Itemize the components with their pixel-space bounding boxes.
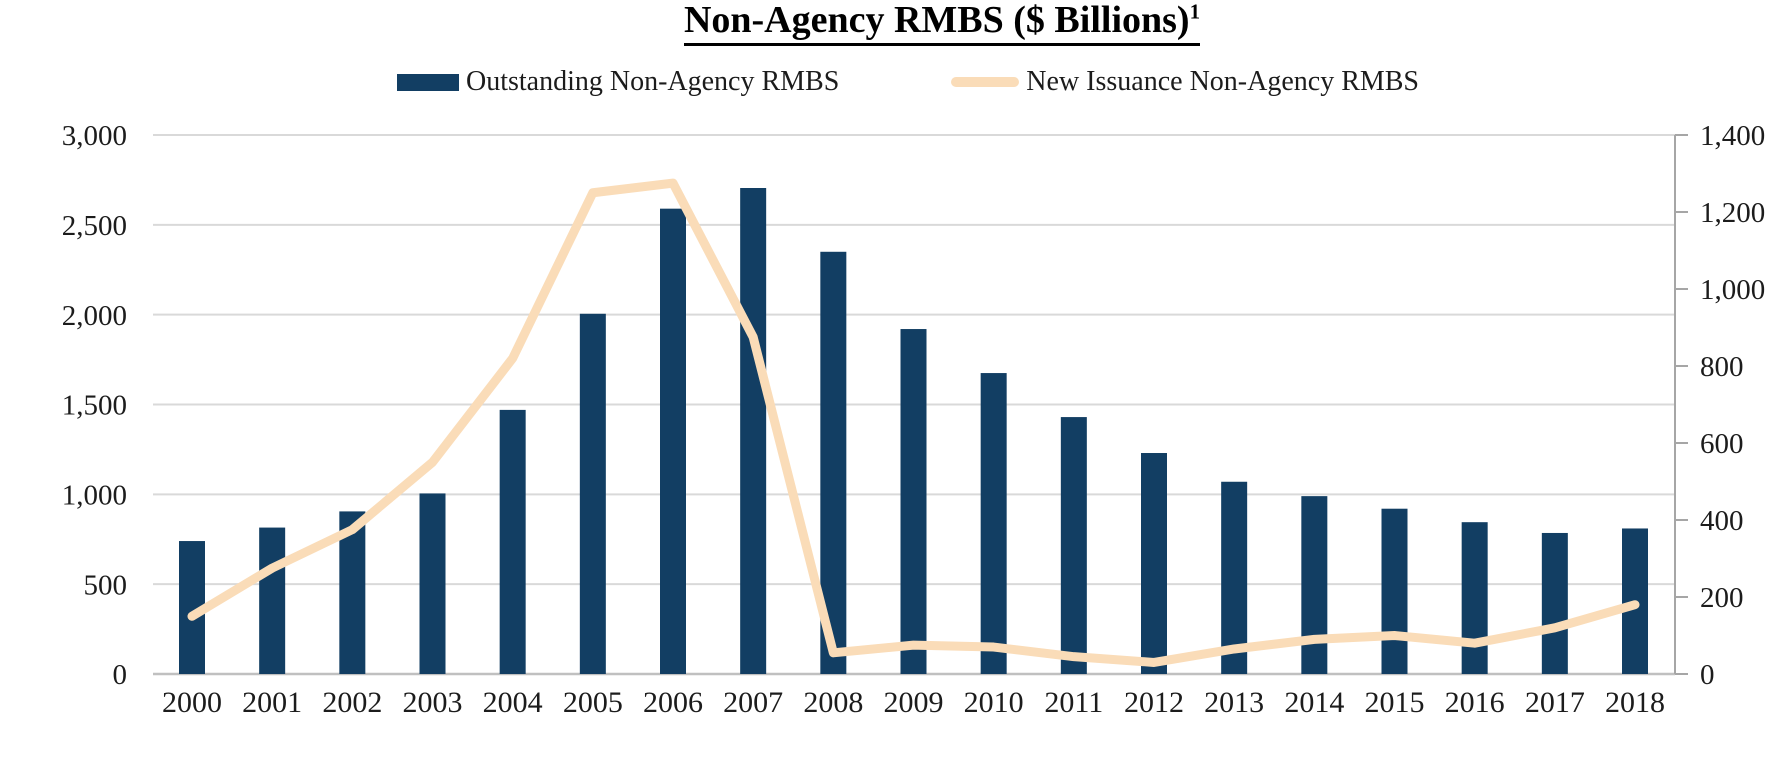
bar-2003: [419, 493, 446, 674]
x-axis-label-2010: 2010: [964, 686, 1024, 719]
bar-2004: [499, 409, 526, 674]
y-axis-label-right: 400: [1700, 505, 1744, 537]
y-axis-label-left: 2,500: [62, 210, 127, 242]
y-axis-label-left: 1,500: [62, 390, 127, 422]
x-axis-label-2001: 2001: [242, 686, 302, 719]
x-axis-label-2014: 2014: [1284, 686, 1344, 719]
bar-2005: [579, 313, 606, 674]
x-axis-label-2012: 2012: [1124, 686, 1184, 719]
x-axis-label-2015: 2015: [1365, 686, 1425, 719]
y-axis-label-left: 0: [113, 659, 128, 691]
legend-label-new-issuance: New Issuance Non-Agency RMBS: [1026, 66, 1420, 97]
bar-2007: [740, 188, 767, 675]
bar-2014: [1301, 496, 1328, 674]
y-axis-label-right: 600: [1700, 428, 1744, 460]
legend-label-outstanding: Outstanding Non-Agency RMBS: [465, 66, 840, 97]
bar-2017: [1541, 532, 1568, 674]
chart-title: Non-Agency RMBS ($ Billions)1: [92, 0, 1792, 46]
x-axis-label-2003: 2003: [403, 686, 463, 719]
x-axis-label-2006: 2006: [643, 686, 703, 719]
legend-item-new-issuance: New Issuance Non-Agency RMBS: [951, 66, 1419, 98]
x-axis-label-2002: 2002: [322, 686, 382, 719]
x-axis-label-2005: 2005: [563, 686, 623, 719]
x-axis-label-2011: 2011: [1044, 686, 1103, 719]
y-axis-label-right: 1,000: [1700, 274, 1765, 306]
x-axis-label-2016: 2016: [1445, 686, 1505, 719]
y-axis-label-left: 500: [84, 569, 128, 601]
y-axis-label-right: 200: [1700, 582, 1744, 614]
new-issuance-line: [187, 178, 1640, 667]
bar-series-swatch: [396, 73, 459, 91]
x-axis-label-2007: 2007: [723, 686, 783, 719]
title-main-text: Non-Agency RMBS ($ Billions): [683, 0, 1190, 41]
x-axis-label-2017: 2017: [1525, 686, 1585, 719]
line-series-swatch: [951, 77, 1020, 87]
x-axis-label-2018: 2018: [1605, 686, 1665, 719]
y-axis-label-left: 3,000: [62, 120, 127, 152]
legend: Outstanding Non-Agency RMBS New Issuance…: [24, 66, 1792, 98]
bar-2016: [1461, 522, 1488, 674]
y-axis-label-left: 1,000: [62, 479, 127, 511]
legend-item-outstanding: Outstanding Non-Agency RMBS: [396, 66, 840, 98]
x-axis-label-2004: 2004: [483, 686, 543, 719]
x-axis-label-2013: 2013: [1204, 686, 1264, 719]
bar-2010: [980, 373, 1007, 674]
x-axis-label-2008: 2008: [803, 686, 863, 719]
bar-2001: [259, 527, 286, 674]
x-axis-label-2000: 2000: [162, 686, 222, 719]
bar-2013: [1221, 481, 1248, 674]
y-axis-label-right: 800: [1700, 351, 1744, 383]
bar-2009: [900, 329, 927, 674]
bar-2012: [1141, 453, 1167, 674]
bar-2015: [1381, 508, 1408, 674]
y-axis-label-right: 0: [1700, 659, 1715, 691]
y-axis-label-right: 1,400: [1700, 120, 1765, 152]
chart-title-text: Non-Agency RMBS ($ Billions)1: [683, 0, 1201, 46]
bar-2011: [1060, 417, 1087, 674]
bar-2006: [660, 208, 686, 674]
y-axis-label-left: 2,000: [62, 300, 127, 332]
y-axis-label-right: 1,200: [1700, 197, 1765, 229]
title-superscript: 1: [1189, 0, 1201, 24]
x-axis-label-2009: 2009: [884, 686, 944, 719]
